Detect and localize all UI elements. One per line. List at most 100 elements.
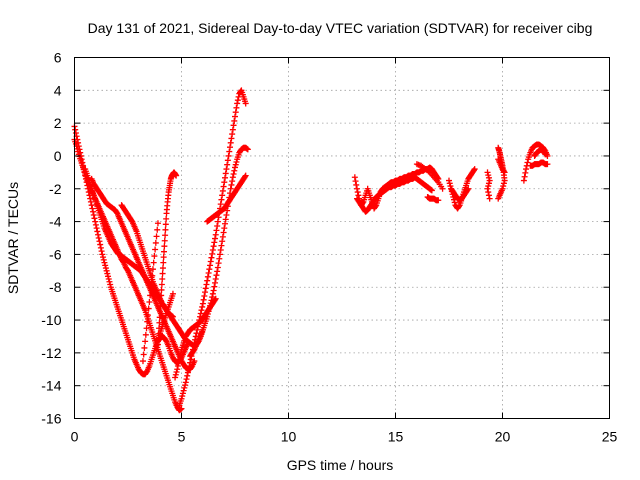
data-point <box>206 266 213 273</box>
data-point <box>220 183 227 190</box>
data-point <box>234 97 241 104</box>
y-tick-label: -2 <box>49 181 62 197</box>
data-point <box>484 169 491 176</box>
plot-frame <box>74 57 610 419</box>
data-point <box>90 208 97 215</box>
data-point <box>72 129 79 136</box>
data-point <box>244 146 251 153</box>
data-point <box>146 298 153 305</box>
data-point <box>176 356 183 363</box>
data-point <box>157 308 164 315</box>
data-point <box>98 248 105 255</box>
data-point <box>446 180 453 187</box>
data-point <box>161 243 168 250</box>
data-point <box>210 287 217 294</box>
data-point <box>223 166 230 173</box>
data-point <box>74 145 81 152</box>
data-point <box>179 393 186 400</box>
y-tick-label: 2 <box>54 115 62 131</box>
data-point <box>351 174 358 181</box>
series-arc-18 <box>448 185 472 204</box>
data-point <box>501 169 508 176</box>
data-point <box>154 220 161 227</box>
data-points <box>71 87 551 414</box>
data-point <box>148 279 155 286</box>
data-point <box>485 183 492 190</box>
data-point <box>232 164 238 171</box>
x-axis-label: GPS time / hours <box>287 457 394 473</box>
data-point <box>221 179 228 186</box>
data-point <box>169 313 176 320</box>
data-point <box>160 259 167 266</box>
data-point <box>212 276 219 283</box>
data-point <box>175 359 182 366</box>
data-point <box>224 157 231 164</box>
data-point <box>178 395 185 402</box>
data-point <box>142 331 149 338</box>
data-point <box>187 359 194 366</box>
data-point <box>209 247 216 254</box>
data-point <box>159 270 166 277</box>
series-arc-4 <box>88 175 198 373</box>
data-point <box>199 300 206 307</box>
data-point <box>102 265 109 272</box>
data-point <box>173 369 180 376</box>
data-point <box>220 229 227 236</box>
data-point <box>224 161 231 168</box>
data-point <box>211 239 218 246</box>
data-point <box>92 218 99 225</box>
data-point <box>154 226 161 233</box>
data-point <box>451 199 458 206</box>
x-tick-label: 5 <box>178 429 186 445</box>
series-arc-19 <box>484 169 493 202</box>
data-point <box>147 285 154 292</box>
data-point <box>105 276 112 283</box>
data-point <box>172 374 179 381</box>
y-tick-label: -6 <box>49 246 62 262</box>
data-point <box>231 167 238 174</box>
data-point <box>242 100 249 107</box>
data-point <box>485 174 492 181</box>
y-tick-label: -16 <box>41 411 61 427</box>
data-point <box>208 254 215 261</box>
series-arc-15 <box>413 161 446 192</box>
data-point <box>205 270 212 277</box>
data-point <box>232 113 238 120</box>
x-tick-label: 15 <box>388 429 404 445</box>
y-axis-label: SDTVAR / TECUs <box>5 182 21 294</box>
data-point <box>228 181 235 188</box>
data-point <box>447 183 454 190</box>
data-point <box>223 212 230 219</box>
y-tick-labels: -16 -14 -12 -10 -8 -6 -4 -2 0 2 4 6 <box>41 50 61 427</box>
data-point <box>143 325 150 332</box>
y-tick-label: -14 <box>41 378 61 394</box>
data-point <box>162 221 169 228</box>
data-point <box>234 100 241 107</box>
data-point <box>75 148 82 155</box>
data-point <box>202 289 209 296</box>
data-point <box>200 296 207 303</box>
y-tick-label: -10 <box>41 312 61 328</box>
data-point <box>174 366 181 373</box>
data-point <box>150 259 157 266</box>
data-point <box>217 247 224 254</box>
grid-lines <box>74 57 610 419</box>
chart-title: Day 131 of 2021, Sidereal Day-to-day VTE… <box>88 20 593 36</box>
data-point <box>152 246 159 253</box>
data-point <box>227 185 234 192</box>
data-point <box>99 251 106 258</box>
data-point <box>227 139 234 146</box>
data-point <box>222 220 229 227</box>
data-point <box>228 135 235 142</box>
data-point <box>100 254 107 261</box>
data-point <box>158 281 165 288</box>
data-point <box>215 260 222 267</box>
data-point <box>221 225 228 232</box>
x-tick-label: 20 <box>495 429 511 445</box>
data-point <box>144 318 151 325</box>
data-point <box>159 265 166 272</box>
series-arc-24 <box>531 146 549 159</box>
data-point <box>140 351 147 358</box>
series-arc-21 <box>495 156 508 176</box>
data-point <box>428 187 435 194</box>
